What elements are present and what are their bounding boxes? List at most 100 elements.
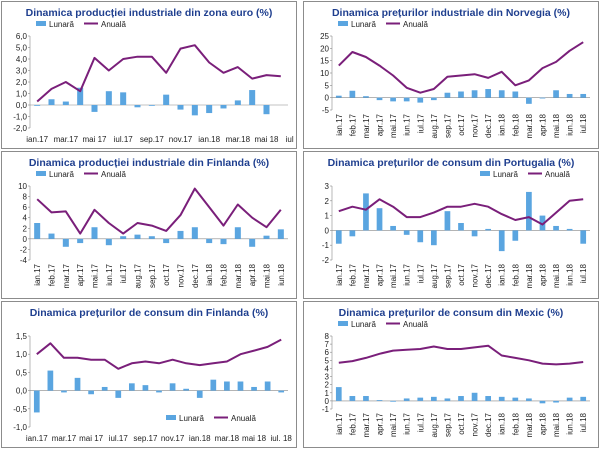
- x-tick-label: sep.17: [443, 113, 452, 138]
- bar-monthly: [220, 105, 227, 109]
- bar-monthly: [512, 91, 519, 98]
- x-tick-label: nov.17: [471, 412, 480, 436]
- y-tick-label: -1,0: [13, 423, 27, 432]
- bar-monthly: [62, 238, 69, 247]
- bar-monthly: [177, 230, 184, 239]
- bar-monthly: [34, 105, 41, 106]
- bar-monthly: [485, 228, 492, 231]
- x-tick-label: nov.17: [161, 434, 185, 443]
- bar-monthly: [263, 105, 270, 115]
- bar-monthly: [471, 392, 478, 401]
- x-tick-label: feb.18: [511, 412, 520, 435]
- bar-monthly: [142, 385, 149, 391]
- legend-label-monthly: Lunară: [179, 414, 204, 423]
- y-tick-label: -2,0: [13, 124, 27, 133]
- x-tick-label: ian.17: [33, 263, 42, 285]
- x-tick-label: mai 18: [242, 434, 267, 443]
- chart-title: Dinamica prețurilor de consum din Portug…: [328, 157, 575, 169]
- bar-monthly: [390, 97, 396, 102]
- line-annual: [338, 198, 584, 226]
- bar-monthly: [48, 233, 55, 239]
- x-tick-label: ian.17: [335, 113, 344, 135]
- x-tick-label: ian.18: [498, 113, 507, 135]
- x-tick-label: iul.18: [579, 113, 588, 133]
- chart-panel-norway-industrial-prices: Dinamica prețurilor industriale din Norv…: [303, 1, 599, 149]
- bar-monthly: [539, 400, 546, 404]
- bar-monthly: [77, 238, 84, 244]
- x-tick-label: iun.17: [403, 263, 412, 285]
- y-tick-label: 1,5: [16, 332, 28, 341]
- bar-monthly: [580, 93, 587, 98]
- x-tick-label: apr.17: [376, 113, 385, 136]
- y-tick-label: 1,0: [16, 90, 28, 99]
- bar-monthly: [249, 238, 256, 247]
- chart-svg: Dinamica prețurilor industriale din Norv…: [320, 7, 590, 138]
- bar-monthly: [539, 215, 546, 231]
- x-tick-label: mai.17: [389, 412, 398, 437]
- bar-monthly: [163, 238, 170, 244]
- bar-monthly: [553, 225, 559, 231]
- bar-monthly: [224, 381, 230, 391]
- y-tick-label: 5: [325, 81, 330, 90]
- x-tick-label: ian.18: [189, 434, 211, 443]
- chart-svg: Dinamica prețurilor de consum din Mexic …: [322, 307, 590, 437]
- bar-monthly: [417, 397, 424, 401]
- x-tick-label: mar.17: [362, 263, 371, 288]
- bar-monthly: [163, 94, 170, 105]
- x-tick-label: mai 17: [82, 135, 107, 144]
- y-tick-label: 4: [23, 214, 28, 223]
- x-tick-label: iun.18: [566, 412, 575, 434]
- bar-monthly: [61, 390, 67, 393]
- bar-monthly: [539, 97, 546, 99]
- bar-monthly: [191, 105, 198, 116]
- bar-monthly: [234, 227, 241, 239]
- y-tick-label: 5: [325, 356, 330, 365]
- bar-monthly: [363, 193, 369, 231]
- line-annual: [36, 187, 282, 235]
- bar-monthly: [417, 230, 424, 243]
- bar-monthly: [430, 396, 437, 401]
- bar-monthly: [206, 238, 213, 244]
- bar-monthly: [458, 223, 464, 231]
- chart-title: Dinamica prețurilor de consum din Finlan…: [30, 307, 269, 319]
- x-tick-label: sep.17: [140, 135, 165, 144]
- bar-monthly: [390, 400, 396, 402]
- x-tick-label: ian.17: [335, 412, 344, 434]
- x-tick-label: mai.18: [552, 113, 561, 138]
- legend-swatch-monthly: [36, 21, 46, 26]
- line-annual: [338, 41, 584, 94]
- x-tick-label: iul.17: [109, 434, 129, 443]
- y-tick-label: 5,0: [16, 44, 28, 53]
- x-tick-label: feb.17: [348, 263, 357, 286]
- x-tick-label: mai.18: [552, 263, 561, 288]
- bar-monthly: [134, 234, 141, 239]
- bar-monthly: [566, 93, 573, 98]
- x-tick-label: mai 17: [79, 434, 104, 443]
- x-tick-label: ian.18: [498, 412, 507, 434]
- y-tick-label: 0,5: [16, 368, 28, 377]
- line-annual: [36, 338, 282, 370]
- y-tick-label: 15: [320, 57, 329, 66]
- bar-monthly: [278, 390, 285, 393]
- y-tick-label: 20: [320, 44, 329, 53]
- x-tick-label: apr.18: [538, 113, 547, 136]
- bar-monthly: [349, 230, 356, 237]
- y-tick-label: 10: [320, 69, 329, 78]
- bar-monthly: [196, 390, 203, 398]
- y-tick-label: 8: [325, 332, 330, 341]
- x-tick-label: ian.17: [26, 434, 48, 443]
- x-tick-label: nov.17: [169, 135, 193, 144]
- x-tick-label: apr.17: [76, 263, 85, 286]
- bar-monthly: [580, 230, 587, 244]
- bar-monthly: [234, 100, 241, 105]
- bar-monthly: [580, 396, 587, 401]
- bar-monthly: [349, 396, 356, 401]
- y-tick-label: -0,5: [13, 405, 27, 414]
- bar-monthly: [220, 238, 227, 245]
- bar-monthly: [169, 383, 176, 391]
- legend-swatch-monthly: [166, 415, 176, 420]
- y-tick-label: 0: [23, 235, 28, 244]
- x-tick-label: ian.18: [498, 263, 507, 285]
- x-tick-label: oct.17: [457, 113, 466, 135]
- legend-label-monthly: Lunară: [493, 170, 518, 179]
